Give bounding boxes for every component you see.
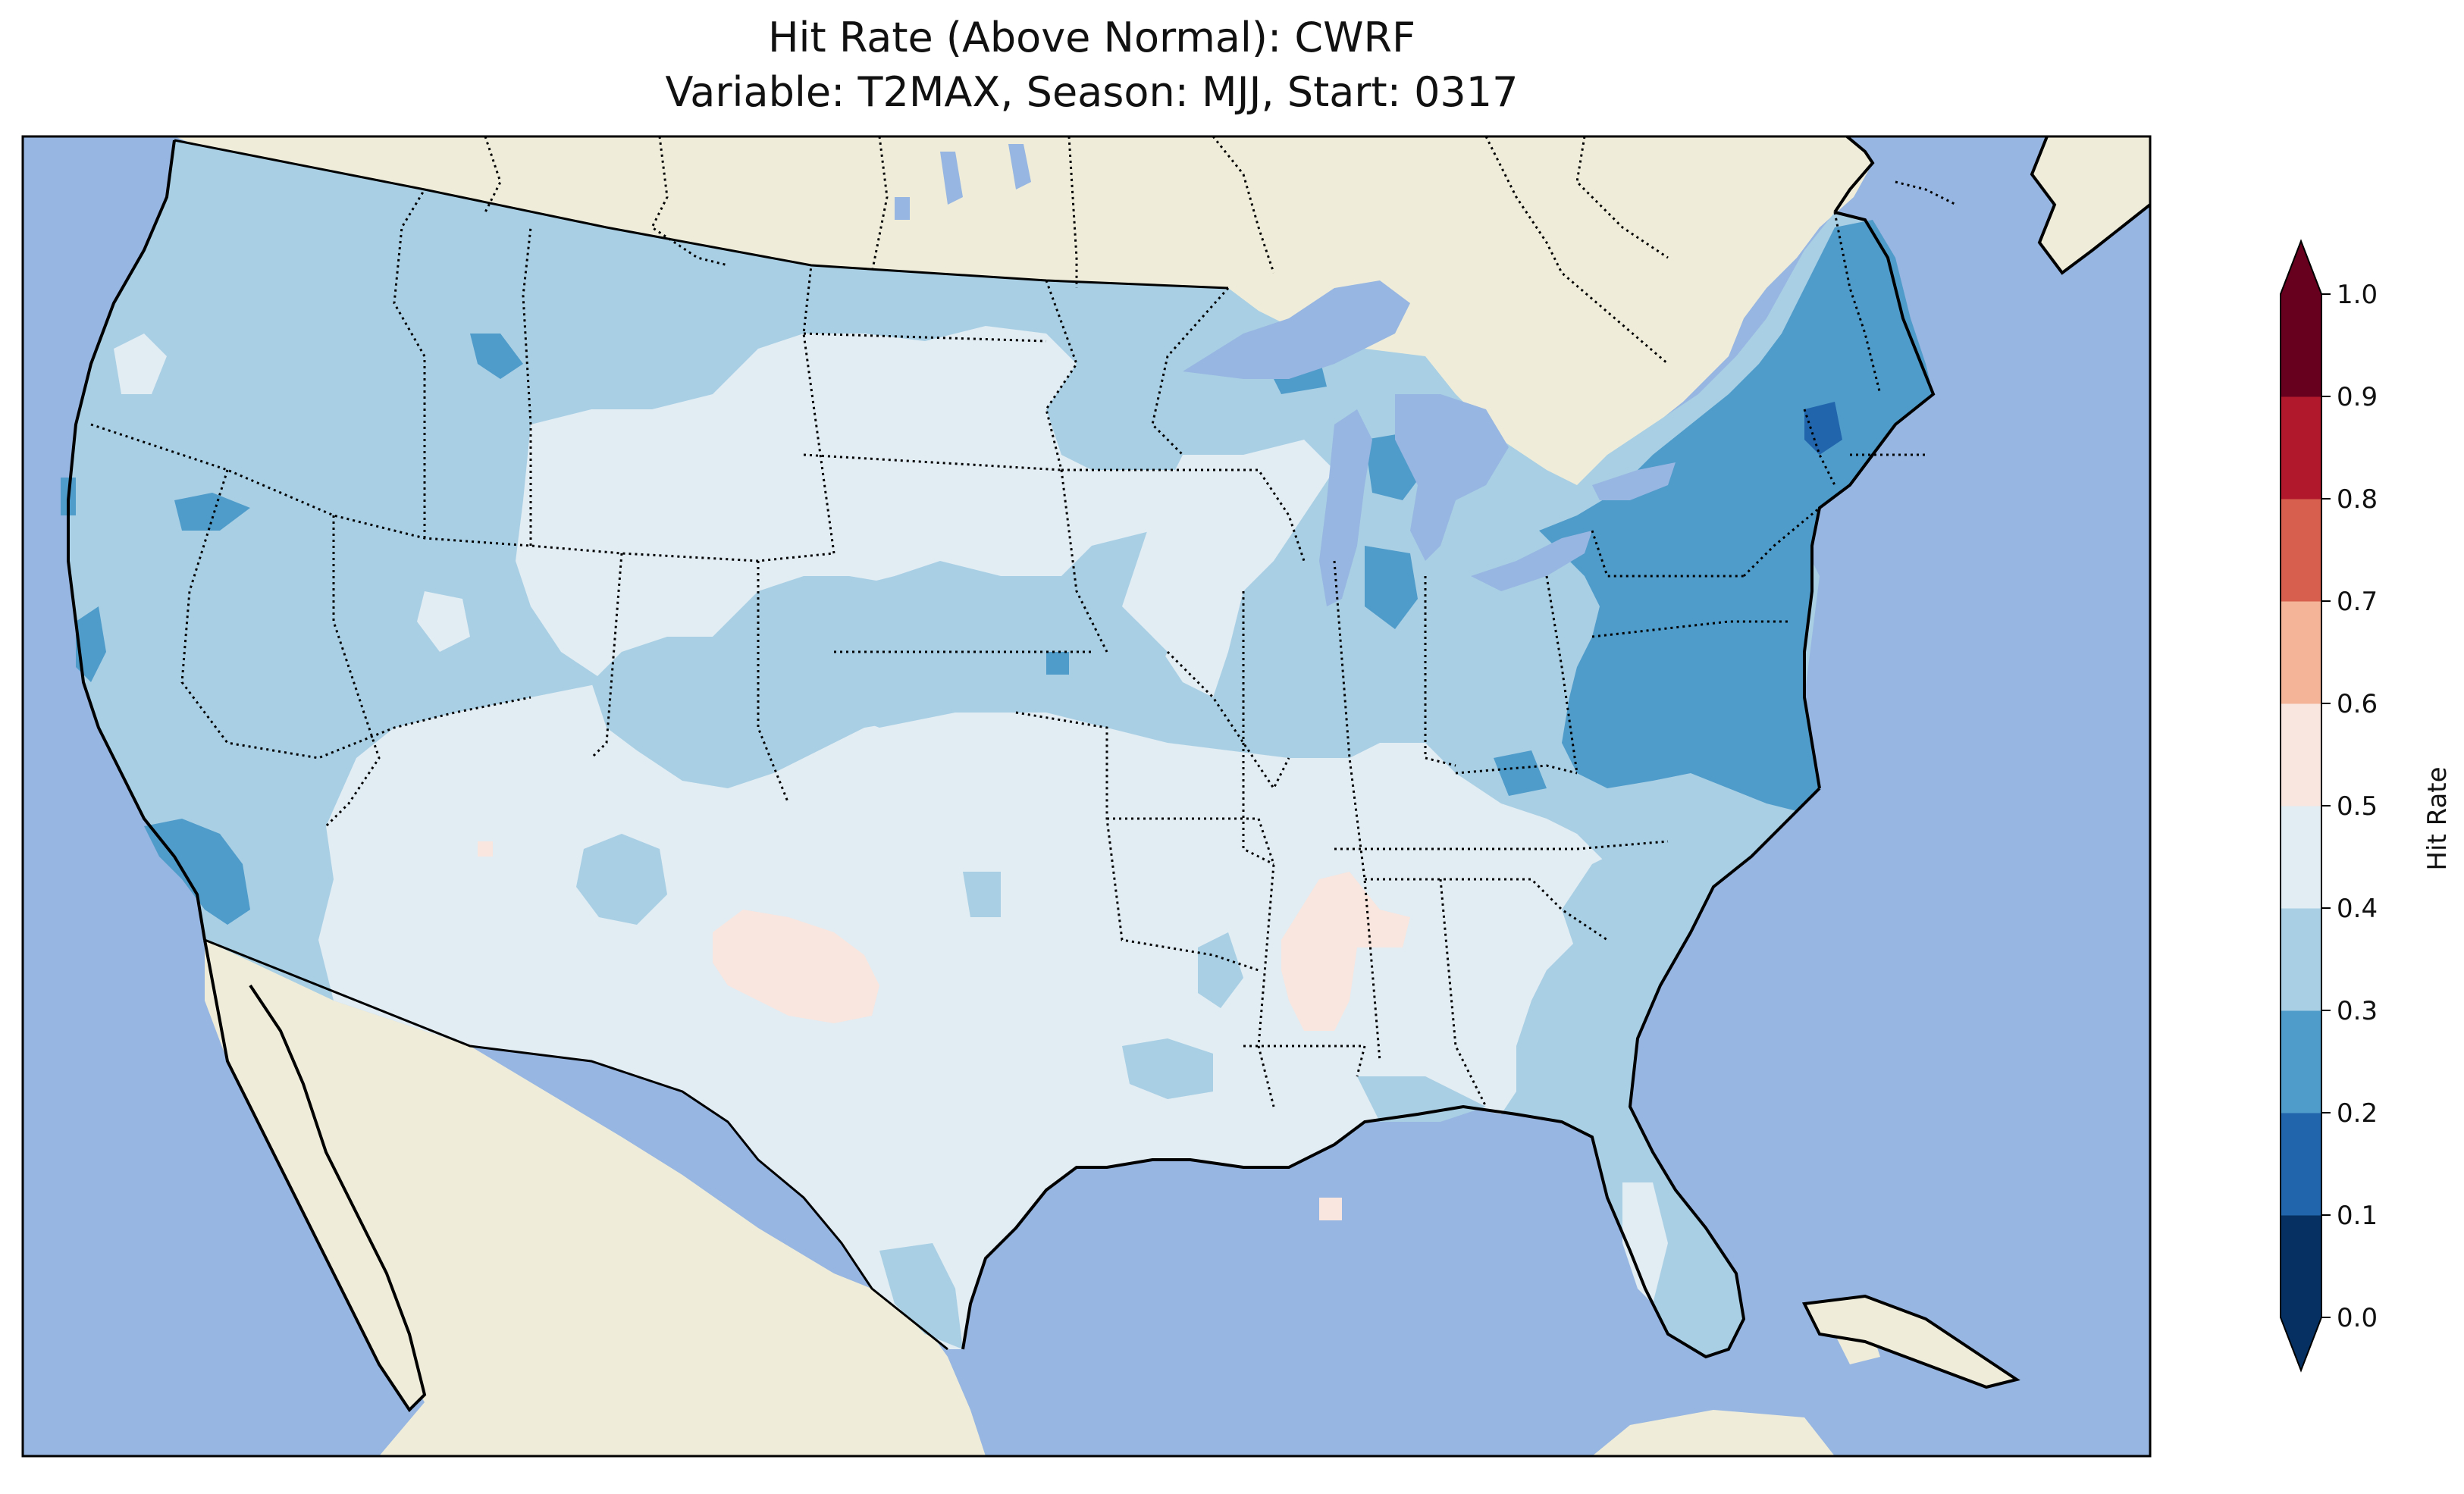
patch-indiana xyxy=(1365,546,1418,629)
map-title: Hit Rate (Above Normal): CWRF xyxy=(767,14,1416,61)
patch-new-mexico xyxy=(713,910,879,1023)
colorbar-tick-label: 0.6 xyxy=(2337,689,2378,719)
region-central-plains xyxy=(591,576,1168,788)
colorbar-tick-label: 0.5 xyxy=(2337,791,2378,822)
colorbar-tick-label: 0.7 xyxy=(2337,587,2378,617)
map-subtitle: Variable: T2MAX, Season: MJJ, Start: 031… xyxy=(665,68,1519,116)
colorbar-over-arrow xyxy=(2281,241,2321,294)
lake-ontario xyxy=(1592,462,1676,500)
patch-oklahoma-blue xyxy=(963,872,1001,917)
yucatan-land xyxy=(1592,1410,1835,1456)
colorbar-bin xyxy=(2281,806,2321,909)
patch-arkansas-blue xyxy=(1198,932,1243,1008)
colorbar-bin xyxy=(2281,294,2321,397)
patch-idaho-white xyxy=(417,591,470,652)
colorbar-bin xyxy=(2281,396,2321,500)
region-ny-pocket xyxy=(1804,402,1842,455)
cuba-land xyxy=(1804,1296,2017,1387)
colorbar-bin xyxy=(2281,499,2321,602)
lake-erie xyxy=(1471,531,1592,591)
state-borders xyxy=(90,136,1957,1107)
lake-superior xyxy=(1183,280,1410,379)
coastline-west xyxy=(67,139,206,941)
patch-gulf-blue xyxy=(1357,1076,1486,1122)
patch-kentucky xyxy=(1494,750,1547,796)
patch-california-white xyxy=(114,334,167,394)
patch-montana xyxy=(470,334,523,379)
map-frame xyxy=(21,135,2152,1458)
border-us-mexico xyxy=(204,938,948,1351)
coastline-gulf xyxy=(961,787,1821,1359)
maritime-land xyxy=(2032,136,2150,273)
region-southeast xyxy=(1531,841,1744,1357)
patch-socal xyxy=(144,819,250,925)
colorbar-tick-label: 0.3 xyxy=(2337,996,2378,1026)
colorbar-bin xyxy=(2281,908,2321,1011)
colorbar-tick-label: 0.9 xyxy=(2337,382,2378,412)
coastline-mexico xyxy=(203,939,427,1413)
colorbar-tick-label: 0.8 xyxy=(2337,484,2378,515)
region-northern-plains xyxy=(516,326,1304,682)
colorbar-bin xyxy=(2281,1010,2321,1113)
colorbar-bin xyxy=(2281,601,2321,704)
patch-colorado xyxy=(478,841,493,857)
colorbar-tick-label: 0.1 xyxy=(2337,1201,2378,1231)
lake-small-1 xyxy=(940,152,963,205)
patch-louisiana xyxy=(1319,1198,1342,1220)
colorbar-tick-label: 0.0 xyxy=(2337,1303,2378,1333)
colorbar-tick-label: 1.0 xyxy=(2337,280,2378,310)
colorbar-label: Hit Rate xyxy=(2422,766,2453,870)
colorbar-bin xyxy=(2281,703,2321,807)
coastline-east xyxy=(1803,211,1936,789)
colorbar-tick-label: 0.2 xyxy=(2337,1098,2378,1129)
coastline-canada-east xyxy=(1833,136,2150,275)
lake-huron xyxy=(1395,394,1509,561)
patch-florida-white xyxy=(1622,1182,1668,1304)
patch-nebraska xyxy=(1046,652,1069,675)
colorbar-bin xyxy=(2281,1113,2321,1216)
patch-sotx-blue xyxy=(879,1243,963,1349)
patch-texas-blue xyxy=(1122,1038,1213,1099)
patch-mississippi xyxy=(1281,872,1410,1031)
coastline-cuba xyxy=(1801,1294,2020,1389)
patch-oregon xyxy=(174,493,250,531)
lake-small-3 xyxy=(895,197,910,220)
colorbar-under-arrow xyxy=(2281,1317,2321,1370)
patch-arizona-blue xyxy=(576,834,667,925)
patch-norcal xyxy=(76,606,106,682)
border-us-canada xyxy=(174,139,1229,290)
colorbar-bin xyxy=(2281,1215,2321,1318)
baja-land xyxy=(205,940,425,1410)
lake-michigan xyxy=(1319,409,1372,606)
region-northeast-appalachians xyxy=(1539,220,1933,811)
colorbar-tick-label: 0.4 xyxy=(2337,894,2378,924)
lake-small-2 xyxy=(1008,144,1031,189)
